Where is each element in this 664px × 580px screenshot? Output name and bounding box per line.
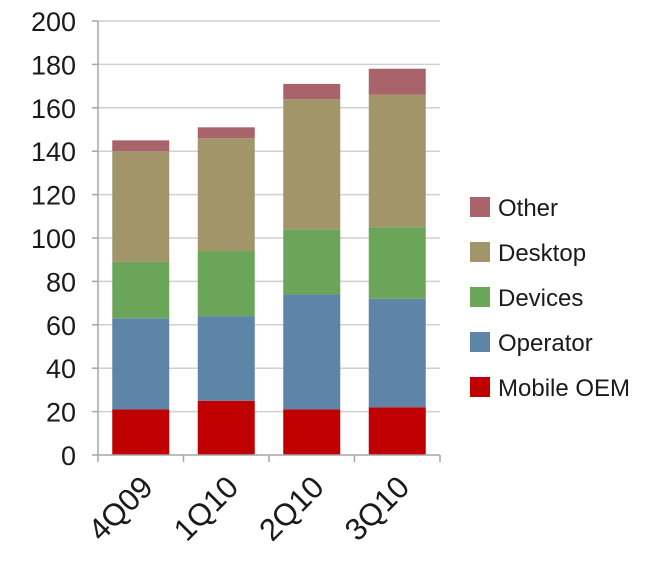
bar-segment: [368, 68, 426, 95]
legend-swatch: [470, 197, 490, 217]
bar-segment: [112, 140, 170, 152]
y-axis-tick-labels: 0 20 40 60 80 100 120 140 160 180 200: [31, 7, 76, 471]
bar-segment: [368, 407, 426, 455]
y-tick-label: 140: [31, 137, 76, 167]
legend-item: Mobile OEM: [470, 375, 630, 402]
y-tick-label: 120: [31, 181, 76, 211]
y-tick-label: 200: [31, 7, 76, 37]
x-tick-label: 3Q10: [338, 469, 416, 547]
bar-segment: [368, 298, 426, 408]
bar-segment: [283, 409, 341, 455]
bar-segment: [283, 294, 341, 410]
bar-segment: [112, 261, 170, 319]
legend-label: Desktop: [498, 240, 586, 267]
legend-item: Devices: [470, 285, 583, 312]
legend-label: Devices: [498, 285, 583, 312]
y-tick-label: 100: [31, 224, 76, 254]
legend-label: Operator: [498, 330, 593, 357]
x-axis-tick-labels: 4Q09 1Q10 2Q10 3Q10: [81, 469, 416, 547]
legend-swatch: [470, 287, 490, 307]
legend-label: Other: [498, 195, 558, 222]
legend-swatch: [470, 377, 490, 397]
y-tick-label: 160: [31, 94, 76, 124]
bar-segment: [197, 316, 255, 401]
legend-item: Desktop: [470, 240, 586, 267]
bar-segment: [112, 151, 170, 262]
x-tick-label: 4Q09: [81, 469, 159, 547]
y-tick-label: 80: [46, 267, 76, 297]
legend-swatch: [470, 332, 490, 352]
x-tick-label: 2Q10: [252, 469, 330, 547]
y-tick-label: 0: [61, 441, 76, 471]
legend-label: Mobile OEM: [498, 375, 630, 402]
legend-swatch: [470, 242, 490, 262]
bar-segment: [283, 99, 341, 230]
bar-segment: [283, 229, 341, 295]
bar-segment: [112, 318, 170, 410]
bar-segment: [112, 409, 170, 455]
bar-segment: [197, 138, 255, 252]
bar-segment: [368, 94, 426, 228]
bar-segment: [368, 227, 426, 299]
axes: [92, 20, 441, 462]
y-tick-label: 40: [46, 354, 76, 384]
x-tick-label: 1Q10: [167, 469, 245, 547]
bar-segment: [197, 251, 255, 317]
bar-segment: [197, 400, 255, 455]
bar-segment: [197, 127, 255, 139]
y-tick-label: 60: [46, 311, 76, 341]
bar-stacks: [112, 68, 426, 455]
legend-item: Operator: [470, 330, 593, 357]
legend: Other Desktop Devices Operator Mobile OEM: [470, 195, 630, 402]
y-tick-label: 180: [31, 50, 76, 80]
y-tick-label: 20: [46, 398, 76, 428]
bar-segment: [283, 83, 341, 100]
legend-item: Other: [470, 195, 558, 222]
